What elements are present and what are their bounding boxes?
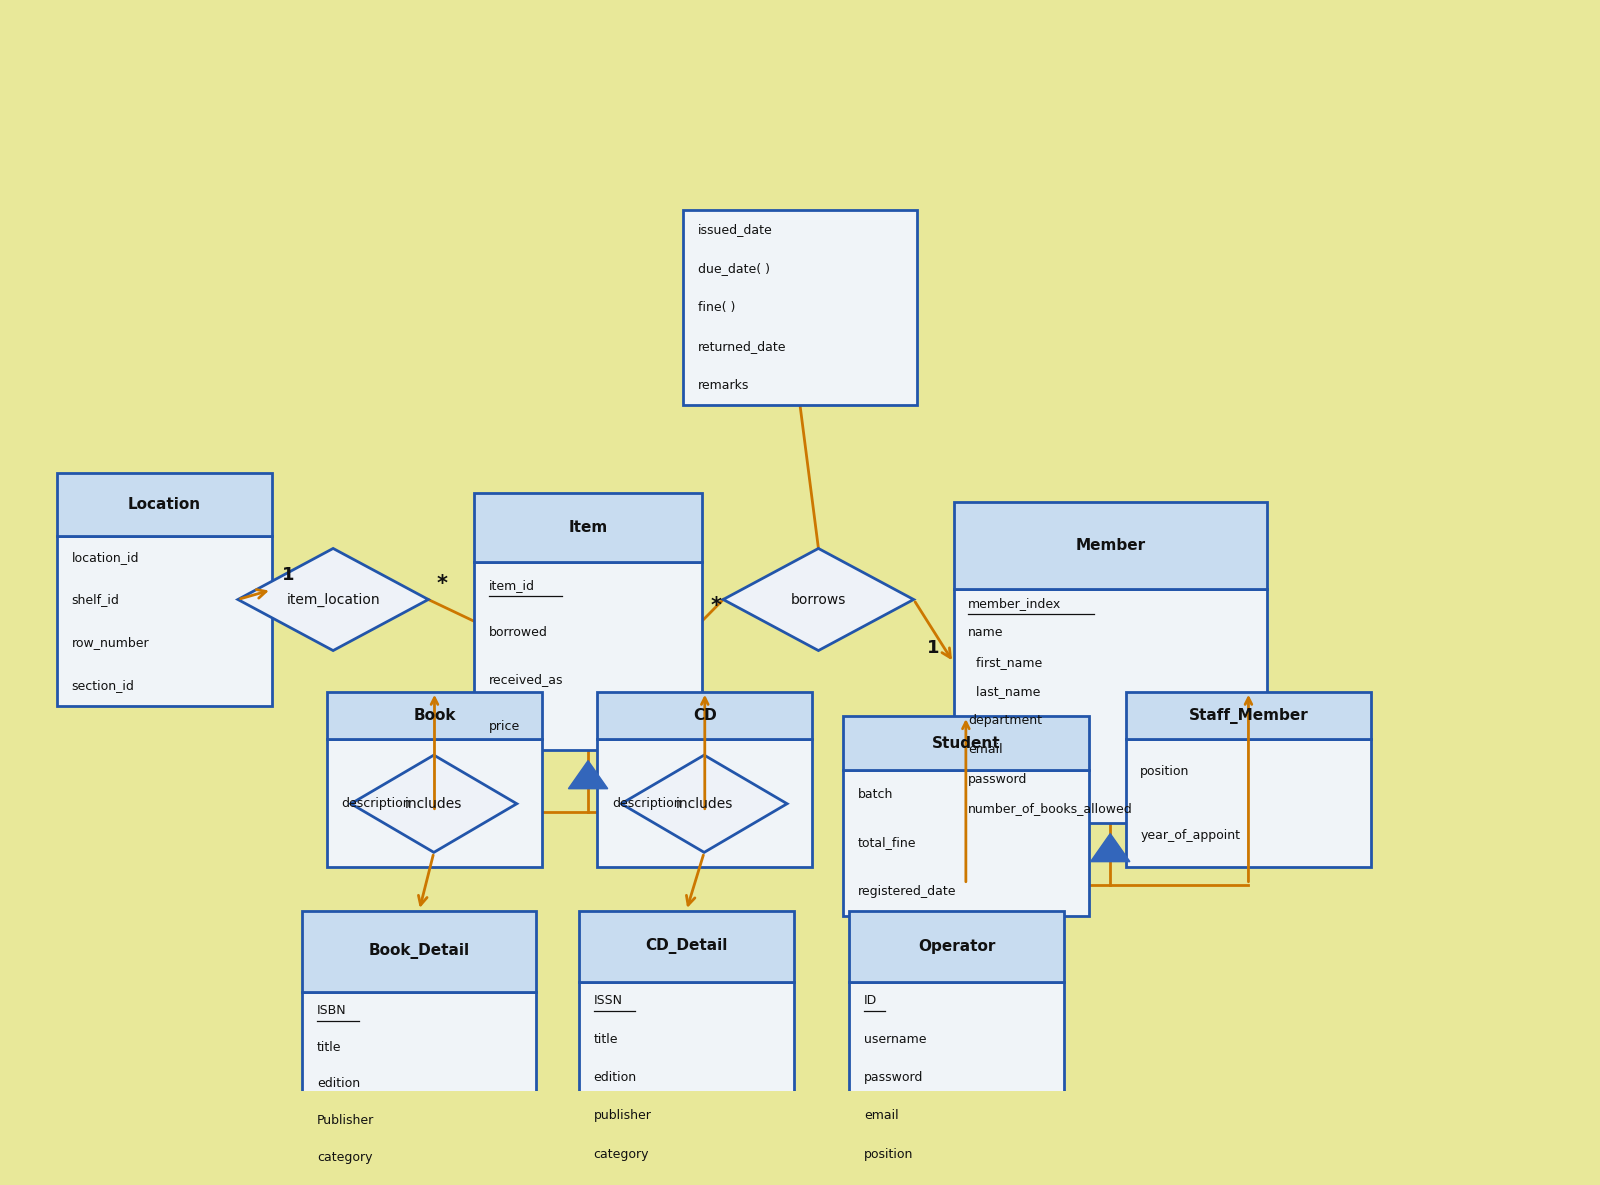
- Text: name: name: [968, 627, 1003, 640]
- Text: member_index: member_index: [968, 597, 1061, 610]
- Text: section_id: section_id: [72, 679, 134, 692]
- Text: CD: CD: [693, 707, 717, 723]
- Text: last_name: last_name: [968, 685, 1040, 698]
- Bar: [954, 589, 1267, 824]
- Text: row_number: row_number: [72, 636, 149, 649]
- Text: Operator: Operator: [918, 939, 995, 954]
- Bar: [56, 473, 272, 536]
- Text: ID: ID: [864, 994, 877, 1007]
- Text: borrowed: borrowed: [490, 626, 549, 639]
- Text: includes: includes: [405, 796, 462, 811]
- Text: received_as: received_as: [490, 673, 563, 686]
- Text: Location: Location: [128, 497, 200, 512]
- Text: due_date( ): due_date( ): [698, 262, 770, 275]
- Bar: [475, 562, 702, 750]
- Bar: [475, 493, 702, 562]
- Text: CD_Detail: CD_Detail: [645, 939, 728, 954]
- Text: *: *: [437, 574, 448, 594]
- Text: password: password: [864, 1071, 923, 1084]
- Text: Staff_Member: Staff_Member: [1189, 707, 1309, 724]
- Text: returned_date: returned_date: [698, 340, 787, 353]
- Polygon shape: [568, 761, 608, 789]
- Text: issued_date: issued_date: [698, 224, 773, 237]
- Text: Book_Detail: Book_Detail: [368, 943, 470, 960]
- Text: fine( ): fine( ): [698, 301, 736, 314]
- Text: remarks: remarks: [698, 379, 749, 392]
- Text: password: password: [968, 773, 1027, 786]
- Bar: [326, 692, 542, 739]
- Polygon shape: [621, 755, 787, 852]
- Bar: [597, 739, 813, 867]
- Bar: [1125, 692, 1371, 739]
- Text: department: department: [968, 715, 1042, 728]
- Text: ISSN: ISSN: [594, 994, 622, 1007]
- Polygon shape: [350, 755, 517, 852]
- Text: first_name: first_name: [968, 655, 1043, 668]
- Text: registered_date: registered_date: [858, 885, 957, 898]
- Text: includes: includes: [675, 796, 733, 811]
- Text: Member: Member: [1075, 538, 1146, 553]
- Text: item_location: item_location: [286, 592, 379, 607]
- Text: item_id: item_id: [490, 579, 534, 592]
- Bar: [579, 981, 794, 1173]
- Bar: [302, 992, 536, 1185]
- Text: email: email: [864, 1109, 899, 1122]
- Text: Item: Item: [568, 520, 608, 534]
- Text: position: position: [1141, 764, 1190, 777]
- Text: Student: Student: [931, 736, 1000, 750]
- Bar: [683, 211, 917, 405]
- Text: location_id: location_id: [72, 551, 139, 564]
- Text: number_of_books_allowed: number_of_books_allowed: [968, 802, 1133, 815]
- Text: email: email: [968, 743, 1003, 756]
- Bar: [597, 692, 813, 739]
- Bar: [850, 981, 1064, 1173]
- Text: 1: 1: [282, 566, 294, 584]
- Text: category: category: [317, 1151, 373, 1164]
- Text: position: position: [864, 1147, 914, 1160]
- Text: publisher: publisher: [594, 1109, 651, 1122]
- Text: total_fine: total_fine: [858, 837, 917, 850]
- Bar: [579, 911, 794, 981]
- Text: Book: Book: [413, 707, 456, 723]
- Bar: [56, 536, 272, 706]
- Text: ISBN: ISBN: [317, 1004, 347, 1017]
- Polygon shape: [723, 549, 914, 651]
- Text: batch: batch: [858, 788, 893, 801]
- Polygon shape: [1091, 833, 1130, 861]
- Bar: [302, 911, 536, 992]
- Bar: [326, 739, 542, 867]
- Text: *: *: [710, 596, 722, 616]
- Text: year_of_appoint: year_of_appoint: [1141, 828, 1240, 841]
- Text: edition: edition: [317, 1077, 360, 1090]
- Polygon shape: [238, 549, 429, 651]
- Text: edition: edition: [594, 1071, 637, 1084]
- Bar: [850, 911, 1064, 981]
- Text: borrows: borrows: [790, 592, 846, 607]
- Text: Publisher: Publisher: [317, 1114, 374, 1127]
- Text: description: description: [613, 796, 682, 809]
- Text: description: description: [342, 796, 411, 809]
- Text: 1: 1: [926, 639, 939, 656]
- Bar: [954, 502, 1267, 589]
- Text: category: category: [594, 1147, 650, 1160]
- Bar: [843, 716, 1088, 770]
- Bar: [1125, 739, 1371, 867]
- Text: title: title: [317, 1040, 342, 1053]
- Text: username: username: [864, 1032, 926, 1045]
- Text: shelf_id: shelf_id: [72, 594, 120, 607]
- Text: price: price: [490, 720, 520, 734]
- Bar: [843, 770, 1088, 916]
- Text: title: title: [594, 1032, 618, 1045]
